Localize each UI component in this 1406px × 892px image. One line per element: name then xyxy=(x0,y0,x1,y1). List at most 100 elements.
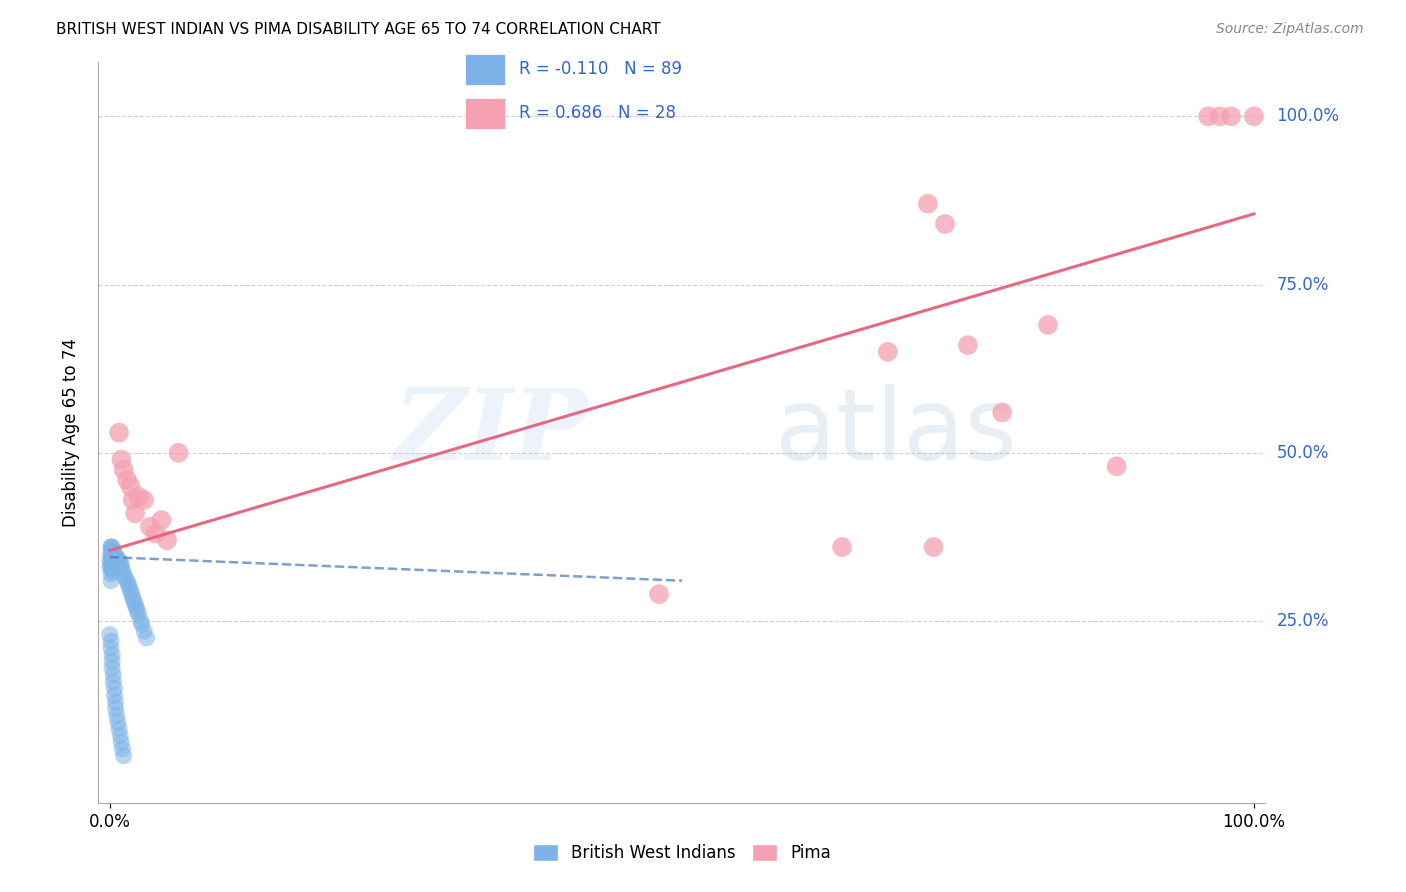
Point xyxy=(101,553,124,567)
Point xyxy=(917,196,939,211)
Point xyxy=(103,547,125,561)
Point xyxy=(104,560,127,574)
Point xyxy=(110,735,132,749)
Point xyxy=(103,550,125,565)
Point xyxy=(101,560,124,574)
Point xyxy=(121,492,143,507)
Point xyxy=(100,634,122,648)
Point xyxy=(648,587,671,601)
Point xyxy=(108,722,131,736)
Point xyxy=(956,338,979,352)
Point xyxy=(112,566,135,581)
Point xyxy=(103,547,125,561)
Point xyxy=(167,446,190,460)
Point xyxy=(100,547,122,561)
Point xyxy=(100,640,122,655)
Point xyxy=(103,560,125,574)
Point xyxy=(127,604,149,618)
Point xyxy=(124,507,146,521)
Point xyxy=(122,594,145,608)
Point xyxy=(101,655,124,669)
Text: R = 0.686   N = 28: R = 0.686 N = 28 xyxy=(519,104,676,122)
Point xyxy=(103,668,125,682)
Point xyxy=(145,526,167,541)
Point xyxy=(107,557,129,571)
Y-axis label: Disability Age 65 to 74: Disability Age 65 to 74 xyxy=(62,338,80,527)
Point xyxy=(127,490,149,504)
Point xyxy=(105,550,128,565)
Point xyxy=(120,479,142,493)
Point xyxy=(876,344,898,359)
Point xyxy=(101,557,124,571)
Point xyxy=(107,560,129,574)
Bar xyxy=(464,54,505,85)
Text: Source: ZipAtlas.com: Source: ZipAtlas.com xyxy=(1216,22,1364,37)
Point xyxy=(1036,318,1059,332)
Point xyxy=(103,550,125,565)
Text: R = -0.110   N = 89: R = -0.110 N = 89 xyxy=(519,61,682,78)
Point xyxy=(103,557,125,571)
Point xyxy=(114,570,136,584)
Point xyxy=(103,688,125,702)
Point xyxy=(831,540,853,554)
Point xyxy=(134,624,156,639)
Point xyxy=(104,553,127,567)
Text: ZIP: ZIP xyxy=(394,384,589,481)
Point xyxy=(110,557,132,571)
Point xyxy=(101,550,124,565)
Text: atlas: atlas xyxy=(775,384,1017,481)
Point xyxy=(108,425,131,440)
Point xyxy=(127,607,149,622)
Point xyxy=(107,553,129,567)
Point xyxy=(115,574,138,588)
Point xyxy=(103,564,125,578)
Point xyxy=(101,550,124,565)
Point xyxy=(103,557,125,571)
Point xyxy=(108,560,131,574)
Point xyxy=(100,560,122,574)
Point xyxy=(101,557,124,571)
Point xyxy=(101,648,124,662)
Point xyxy=(103,553,125,567)
Point xyxy=(110,560,132,574)
Point xyxy=(112,462,135,476)
Point xyxy=(103,550,125,565)
Text: BRITISH WEST INDIAN VS PIMA DISABILITY AGE 65 TO 74 CORRELATION CHART: BRITISH WEST INDIAN VS PIMA DISABILITY A… xyxy=(56,22,661,37)
Point xyxy=(100,553,122,567)
Point xyxy=(1208,109,1230,123)
Point xyxy=(103,553,125,567)
Point xyxy=(134,492,156,507)
Legend: British West Indians, Pima: British West Indians, Pima xyxy=(526,837,838,869)
Point xyxy=(108,557,131,571)
Point xyxy=(108,729,131,743)
Point xyxy=(103,557,125,571)
Point xyxy=(98,627,121,641)
Point xyxy=(1243,109,1265,123)
Point xyxy=(135,631,157,645)
Text: 75.0%: 75.0% xyxy=(1277,276,1329,293)
Point xyxy=(129,614,152,628)
Point xyxy=(107,714,129,729)
Point xyxy=(100,574,122,588)
Point xyxy=(103,553,125,567)
Point xyxy=(104,557,127,571)
Point xyxy=(101,540,124,554)
Point xyxy=(103,681,125,696)
Point xyxy=(104,695,127,709)
Point xyxy=(103,560,125,574)
Point xyxy=(104,701,127,715)
Point xyxy=(118,581,141,595)
Point xyxy=(100,566,122,581)
Point xyxy=(112,748,135,763)
Point xyxy=(934,217,956,231)
Point xyxy=(117,577,139,591)
Point xyxy=(105,708,128,723)
Point xyxy=(100,540,122,554)
Text: 25.0%: 25.0% xyxy=(1277,612,1329,630)
Point xyxy=(103,557,125,571)
Point xyxy=(101,661,124,675)
Text: 50.0%: 50.0% xyxy=(1277,444,1329,462)
Point xyxy=(101,543,124,558)
Point xyxy=(105,553,128,567)
Point xyxy=(108,553,131,567)
